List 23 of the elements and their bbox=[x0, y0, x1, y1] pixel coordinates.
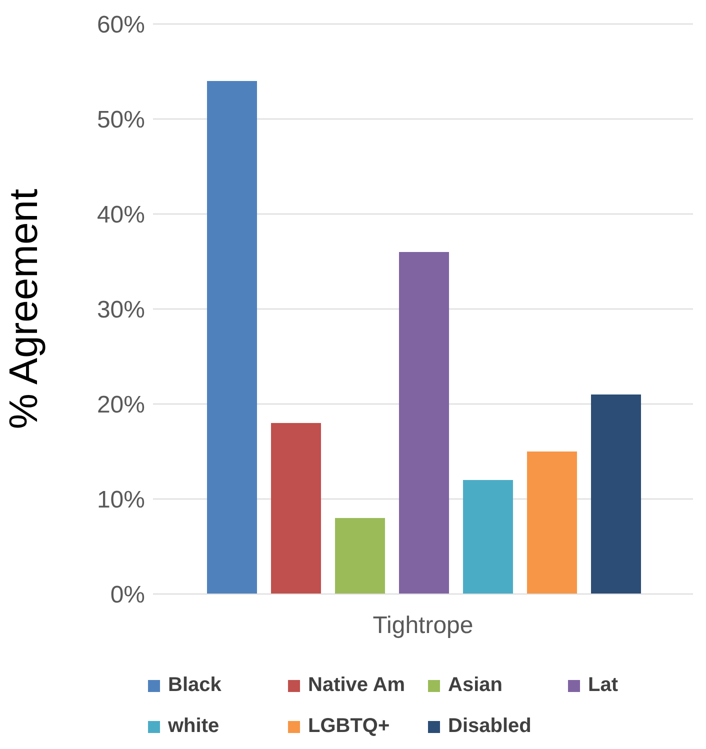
legend-label: Black bbox=[168, 674, 222, 697]
y-tick-label: 30% bbox=[96, 296, 145, 324]
legend-label: white bbox=[168, 715, 220, 738]
bar bbox=[271, 423, 321, 594]
y-tick-label: 10% bbox=[96, 486, 145, 514]
y-tick-label: 20% bbox=[96, 392, 145, 419]
bar bbox=[463, 480, 513, 594]
y-tick-label: 50% bbox=[96, 106, 145, 134]
legend-label: Native Am bbox=[308, 674, 406, 697]
legend-label: Disabled bbox=[448, 715, 532, 738]
legend-label: Asian bbox=[448, 674, 502, 697]
legend-label: Lat bbox=[588, 674, 618, 697]
bar bbox=[399, 252, 449, 594]
bar bbox=[527, 452, 577, 594]
y-tick-label: 40% bbox=[96, 202, 145, 229]
y-tick-label: 0% bbox=[110, 582, 145, 609]
y-tick-label: 60% bbox=[96, 12, 145, 39]
bar bbox=[207, 81, 257, 594]
x-tick-label: Tightrope bbox=[372, 612, 474, 640]
y-axis-title: % Agreement bbox=[2, 188, 46, 430]
bar bbox=[591, 394, 641, 594]
bar bbox=[335, 518, 385, 594]
legend-label: LGBTQ+ bbox=[308, 715, 390, 738]
